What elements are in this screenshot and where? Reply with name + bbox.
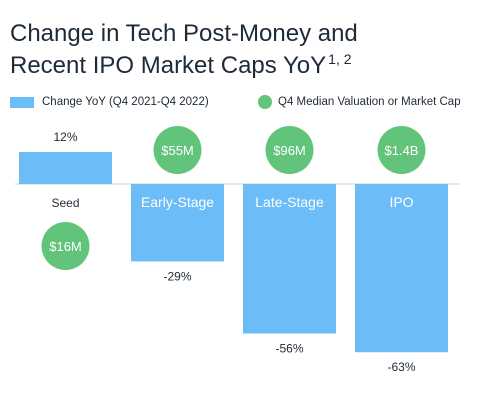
legend-dot-label: Q4 Median Valuation or Market Cap <box>278 96 461 108</box>
marker-label-early-stage: $55M <box>161 143 194 158</box>
value-label-ipo: -63% <box>387 360 415 374</box>
bar-ipo <box>355 184 448 353</box>
marker-label-seed: $16M <box>49 239 82 254</box>
bar-late-stage <box>243 184 336 334</box>
marker-label-ipo: $1.4B <box>385 143 419 158</box>
value-label-seed: 12% <box>53 130 77 144</box>
chart-title: Change in Tech Post-Money and Recent IPO… <box>10 18 480 82</box>
bar-early-stage <box>131 184 224 262</box>
title-footnote-ref: 1, 2 <box>328 51 352 67</box>
value-label-early-stage: -29% <box>163 269 191 283</box>
marker-dot-ipo <box>377 126 426 174</box>
value-label-late-stage: -56% <box>275 342 303 356</box>
legend: Change YoY (Q4 2021-Q4 2022) Q4 Median V… <box>10 94 490 112</box>
category-label-early-stage: Early-Stage <box>141 194 214 210</box>
category-label-late-stage: Late-Stage <box>255 194 324 210</box>
title-line-2: Recent IPO Market Caps YoY 1, 2 <box>10 50 480 82</box>
legend-dot-swatch <box>258 95 272 109</box>
category-label-ipo: IPO <box>389 194 413 210</box>
legend-bar-swatch <box>10 97 34 108</box>
category-label-seed: Seed <box>51 196 79 210</box>
marker-label-late-stage: $96M <box>273 143 306 158</box>
bar-seed <box>19 151 112 184</box>
marker-dot-early-stage <box>153 126 202 174</box>
marker-dot-late-stage <box>265 126 314 174</box>
marker-dot-seed <box>41 222 90 270</box>
legend-bar-label: Change YoY (Q4 2021-Q4 2022) <box>42 96 209 108</box>
title-line-1: Change in Tech Post-Money and <box>10 20 358 47</box>
title-line-2-text: Recent IPO Market Caps YoY <box>10 52 327 79</box>
